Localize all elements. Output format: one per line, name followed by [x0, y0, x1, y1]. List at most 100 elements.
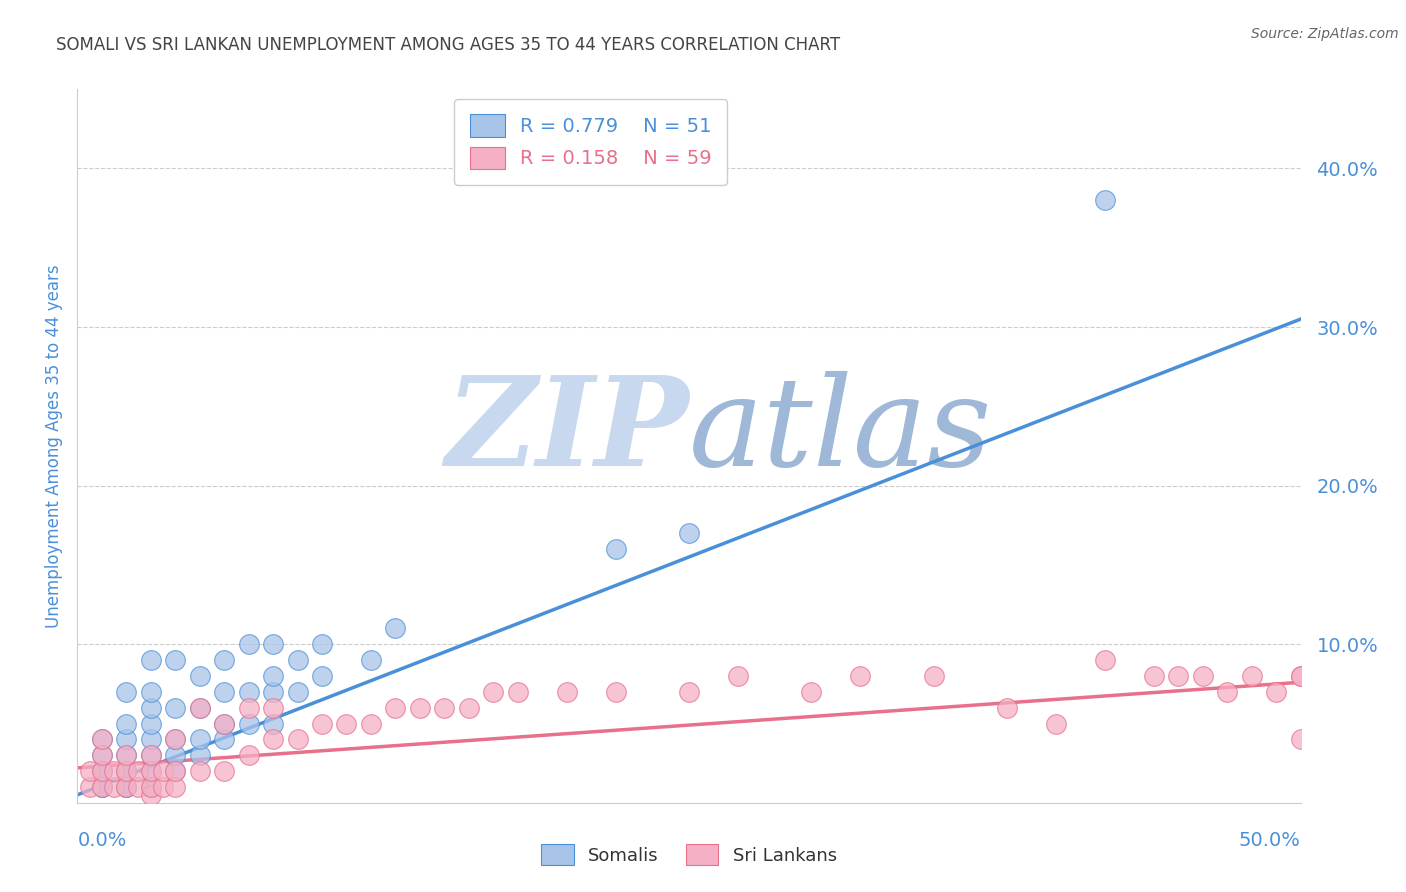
Point: [212, 732, 235, 747]
Point: [262, 700, 284, 714]
Point: [360, 716, 382, 731]
Point: [165, 700, 187, 714]
Point: [1167, 669, 1189, 683]
Point: [1094, 193, 1116, 207]
Point: [605, 685, 627, 699]
Point: [1289, 669, 1312, 683]
Point: [139, 700, 162, 714]
Point: [262, 732, 284, 747]
Point: [1094, 653, 1116, 667]
Point: [262, 685, 284, 699]
Point: [212, 764, 235, 778]
Point: [238, 748, 260, 763]
Point: [238, 637, 260, 651]
Point: [188, 700, 211, 714]
Point: [139, 716, 162, 731]
Point: [79, 764, 101, 778]
Point: [115, 764, 138, 778]
Point: [90, 732, 112, 747]
Text: Source: ZipAtlas.com: Source: ZipAtlas.com: [1251, 27, 1399, 41]
Point: [139, 748, 162, 763]
Point: [1191, 669, 1213, 683]
Text: SOMALI VS SRI LANKAN UNEMPLOYMENT AMONG AGES 35 TO 44 YEARS CORRELATION CHART: SOMALI VS SRI LANKAN UNEMPLOYMENT AMONG …: [56, 36, 841, 54]
Point: [1289, 669, 1312, 683]
Point: [849, 669, 872, 683]
Point: [103, 780, 125, 794]
Point: [238, 685, 260, 699]
Point: [262, 669, 284, 683]
Point: [212, 716, 235, 731]
Point: [139, 788, 162, 802]
Text: 50.0%: 50.0%: [1239, 831, 1301, 850]
Point: [90, 764, 112, 778]
Point: [115, 780, 138, 794]
Point: [165, 748, 187, 763]
Point: [212, 653, 235, 667]
Point: [188, 748, 211, 763]
Point: [115, 685, 138, 699]
Point: [165, 732, 187, 747]
Point: [115, 748, 138, 763]
Point: [103, 764, 125, 778]
Point: [165, 764, 187, 778]
Point: [139, 764, 162, 778]
Point: [212, 716, 235, 731]
Point: [727, 669, 749, 683]
Point: [127, 764, 149, 778]
Point: [152, 764, 174, 778]
Point: [482, 685, 505, 699]
Point: [115, 732, 138, 747]
Point: [384, 700, 406, 714]
Point: [262, 716, 284, 731]
Point: [188, 764, 211, 778]
Point: [360, 653, 382, 667]
Point: [90, 764, 112, 778]
Point: [139, 653, 162, 667]
Point: [90, 748, 112, 763]
Point: [457, 700, 479, 714]
Text: atlas: atlas: [689, 371, 993, 492]
Point: [115, 780, 138, 794]
Point: [90, 780, 112, 794]
Point: [115, 764, 138, 778]
Point: [115, 716, 138, 731]
Point: [139, 780, 162, 794]
Point: [115, 780, 138, 794]
Text: 0.0%: 0.0%: [77, 831, 127, 850]
Point: [79, 780, 101, 794]
Point: [335, 716, 357, 731]
Legend: Somalis, Sri Lankans: Somalis, Sri Lankans: [527, 830, 851, 880]
Point: [90, 748, 112, 763]
Point: [165, 653, 187, 667]
Point: [678, 685, 700, 699]
Point: [262, 637, 284, 651]
Point: [139, 748, 162, 763]
Point: [115, 764, 138, 778]
Point: [1265, 685, 1288, 699]
Point: [1143, 669, 1166, 683]
Point: [115, 748, 138, 763]
Point: [188, 669, 211, 683]
Point: [90, 780, 112, 794]
Point: [1216, 685, 1239, 699]
Y-axis label: Unemployment Among Ages 35 to 44 years: Unemployment Among Ages 35 to 44 years: [45, 264, 63, 628]
Point: [238, 700, 260, 714]
Point: [1045, 716, 1067, 731]
Point: [165, 732, 187, 747]
Point: [238, 716, 260, 731]
Point: [90, 780, 112, 794]
Point: [1240, 669, 1263, 683]
Point: [139, 764, 162, 778]
Point: [127, 780, 149, 794]
Point: [139, 732, 162, 747]
Point: [922, 669, 945, 683]
Point: [800, 685, 823, 699]
Point: [188, 700, 211, 714]
Point: [678, 526, 700, 541]
Point: [433, 700, 456, 714]
Point: [287, 732, 309, 747]
Point: [212, 685, 235, 699]
Point: [311, 669, 333, 683]
Point: [139, 685, 162, 699]
Point: [995, 700, 1018, 714]
